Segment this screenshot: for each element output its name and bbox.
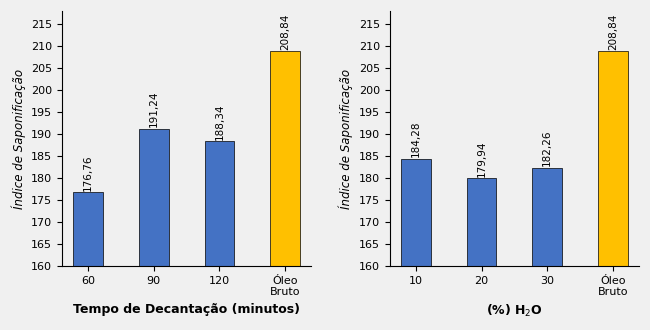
Text: 188,34: 188,34 [214, 103, 224, 140]
Bar [467, 178, 497, 330]
X-axis label: Tempo de Decantação (minutos): Tempo de Decantação (minutos) [73, 303, 300, 316]
X-axis label: (%) H$_2$O: (%) H$_2$O [486, 303, 543, 319]
Y-axis label: Índice de Saponificação: Índice de Saponificação [339, 68, 354, 209]
Bar [139, 129, 168, 330]
Text: 191,24: 191,24 [149, 90, 159, 127]
Text: 208,84: 208,84 [280, 13, 290, 50]
Text: 182,26: 182,26 [542, 130, 552, 166]
Bar [598, 51, 627, 330]
Text: 208,84: 208,84 [608, 13, 617, 50]
Bar [401, 159, 431, 330]
Bar [270, 51, 300, 330]
Bar [73, 192, 103, 330]
Bar [532, 168, 562, 330]
Text: 184,28: 184,28 [411, 121, 421, 157]
Bar [205, 142, 234, 330]
Y-axis label: Índice de Saponificação: Índice de Saponificação [11, 68, 25, 209]
Text: 179,94: 179,94 [476, 140, 486, 177]
Text: 176,76: 176,76 [83, 154, 93, 190]
